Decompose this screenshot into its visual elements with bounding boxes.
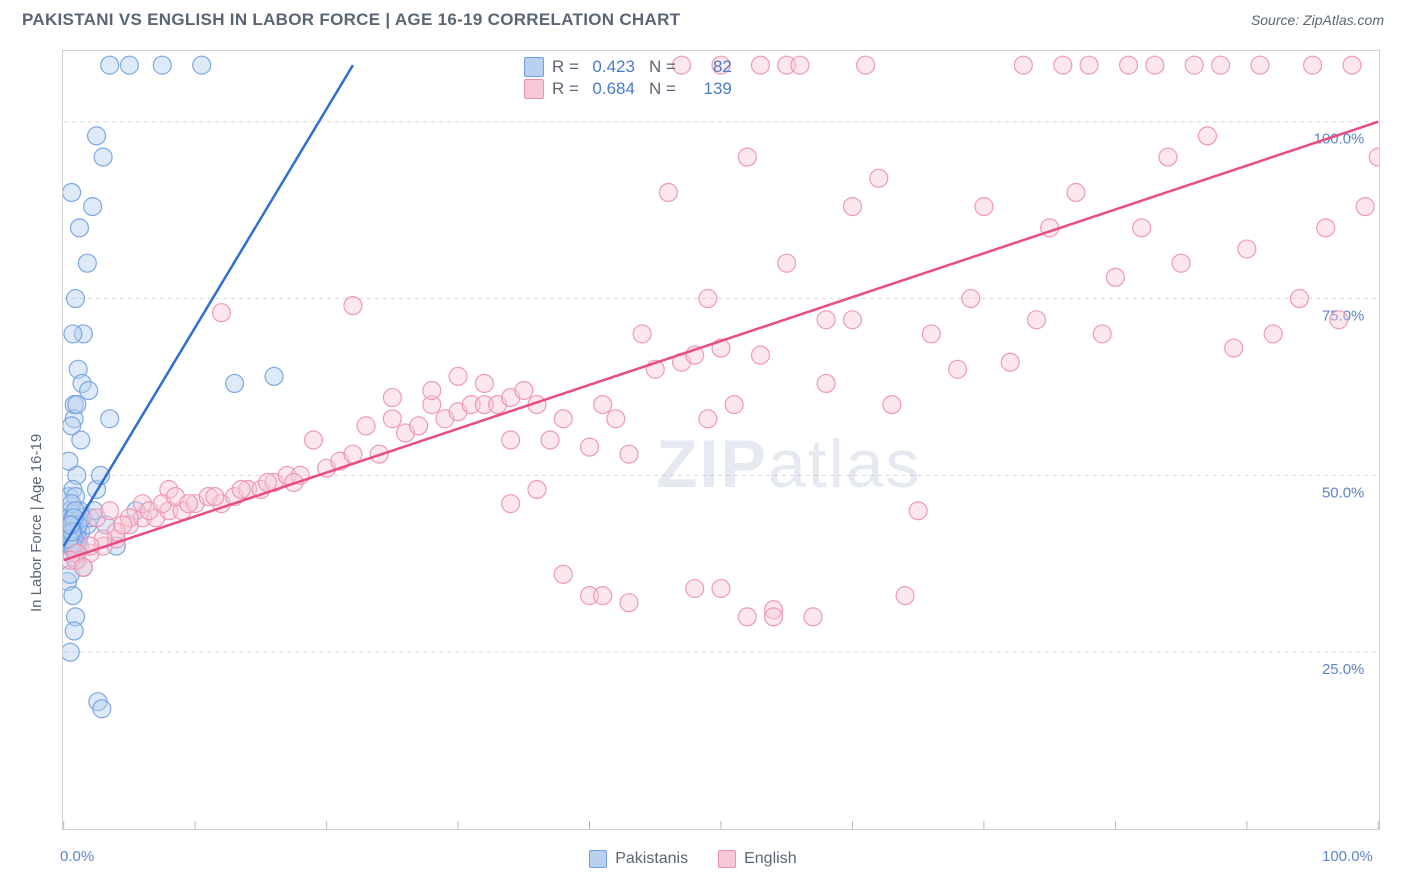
legend-n-label: N = [649, 57, 676, 77]
svg-text:50.0%: 50.0% [1322, 484, 1364, 501]
legend-row: R = 0.423 N = 82 [524, 57, 732, 77]
legend-series-name: Pakistanis [615, 850, 688, 868]
legend-series-name: English [744, 850, 796, 868]
legend-n-label: N = [649, 79, 676, 99]
legend-swatch [524, 57, 544, 77]
legend-series-item: English [718, 850, 796, 868]
legend-r-label: R = [552, 57, 579, 77]
svg-text:25.0%: 25.0% [1322, 661, 1364, 678]
legend-r-label: R = [552, 79, 579, 99]
legend-row: R = 0.684 N = 139 [524, 79, 732, 99]
chart-title: PAKISTANI VS ENGLISH IN LABOR FORCE | AG… [22, 10, 680, 30]
legend-swatch [524, 79, 544, 99]
legend-swatch [589, 850, 607, 868]
legend-series: Pakistanis English [589, 850, 796, 868]
x-axis-max-label: 100.0% [1322, 848, 1373, 865]
legend-swatch [718, 850, 736, 868]
x-axis-min-label: 0.0% [60, 848, 94, 865]
svg-text:100.0%: 100.0% [1314, 131, 1365, 148]
legend-series-item: Pakistanis [589, 850, 688, 868]
legend-r-value: 0.423 [587, 57, 635, 77]
y-axis-label: In Labor Force | Age 16-19 [28, 433, 45, 611]
scatter-plot: 25.0%50.0%75.0%100.0% [63, 51, 1379, 829]
legend-n-value: 139 [684, 79, 732, 99]
legend-correlation: R = 0.423 N = 82 R = 0.684 N = 139 [518, 55, 738, 101]
legend-n-value: 82 [684, 57, 732, 77]
legend-r-value: 0.684 [587, 79, 635, 99]
source-label: Source: ZipAtlas.com [1251, 12, 1384, 28]
chart-frame: 25.0%50.0%75.0%100.0% ZIPatlas R =0.423N… [62, 50, 1380, 830]
